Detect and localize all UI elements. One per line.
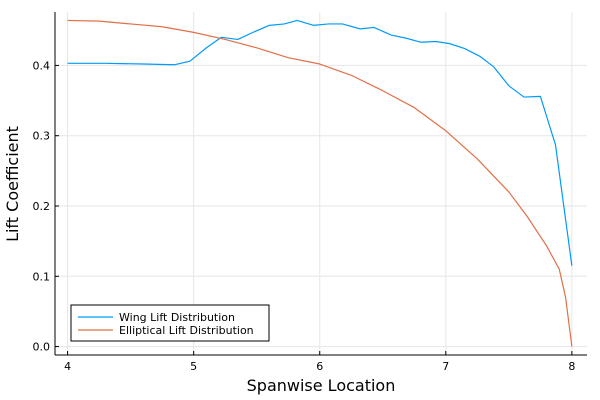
axes bbox=[54, 12, 587, 356]
y-tick-label: 0.3 bbox=[33, 130, 51, 143]
x-tick-label: 7 bbox=[442, 360, 449, 373]
x-tick-label: 6 bbox=[316, 360, 323, 373]
wing-lift-line bbox=[67, 19, 573, 266]
elliptical-lift-line bbox=[67, 19, 573, 347]
gridlines bbox=[55, 12, 587, 355]
tick-labels: 4 5 6 7 8 0.0 0.1 0.2 0.3 0.4 bbox=[33, 59, 576, 373]
x-tick-label: 5 bbox=[190, 360, 197, 373]
x-axis-label: Spanwise Location bbox=[247, 376, 396, 395]
x-tick-label: 4 bbox=[64, 360, 71, 373]
y-tick-label: 0.1 bbox=[33, 270, 51, 283]
series-group bbox=[67, 19, 573, 347]
y-tick-label: 0.0 bbox=[33, 341, 51, 354]
legend: Wing Lift Distribution Elliptical Lift D… bbox=[70, 304, 270, 342]
y-tick-label: 0.2 bbox=[33, 200, 51, 213]
legend-box bbox=[70, 304, 270, 342]
y-axis-label: Lift Coefficient bbox=[3, 126, 22, 242]
legend-label-wing: Wing Lift Distribution bbox=[119, 311, 235, 324]
legend-label-elliptical: Elliptical Lift Distribution bbox=[119, 324, 254, 337]
y-tick-label: 0.4 bbox=[33, 59, 51, 72]
x-tick-label: 8 bbox=[568, 360, 575, 373]
